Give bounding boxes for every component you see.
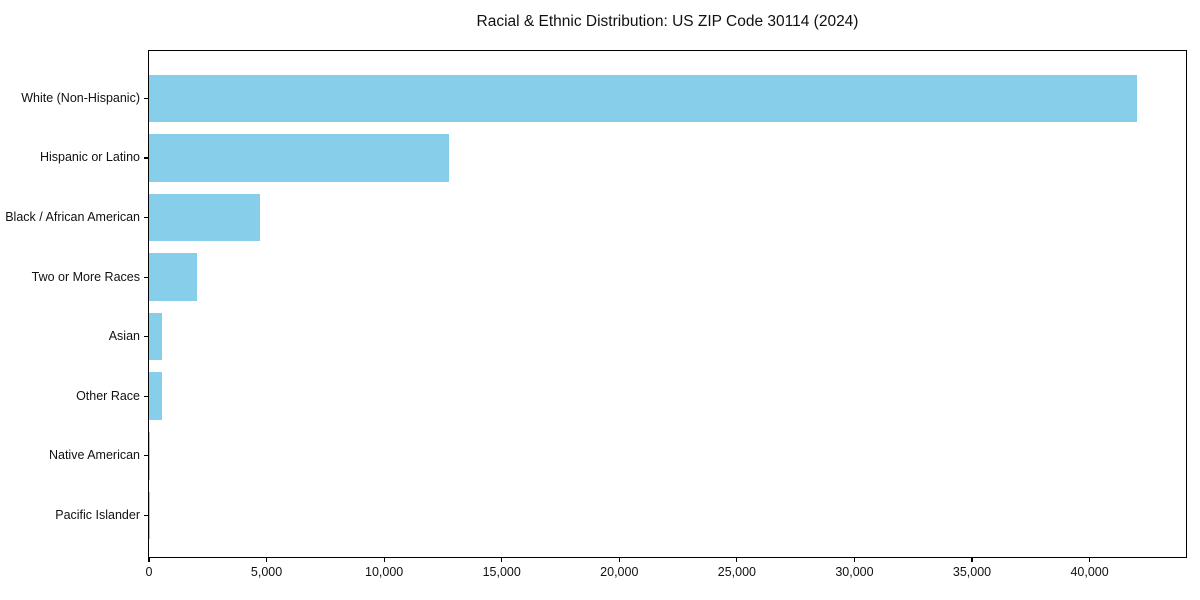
y-tick-mark (144, 276, 148, 278)
y-tick-label: Hispanic or Latino (39, 150, 140, 165)
y-tick-label: Two or More Races (31, 269, 140, 284)
y-tick-label: Native American (48, 448, 140, 463)
x-tick-mark (265, 558, 268, 562)
chart-title: Racial & Ethnic Distribution: US ZIP Cod… (476, 13, 859, 30)
y-tick-mark (144, 157, 148, 159)
bar-two-or-more-races (149, 253, 197, 301)
bar-black-african-american (149, 193, 260, 242)
bar-native-american (149, 432, 151, 480)
x-tick-label: 25,000 (717, 565, 756, 579)
bar-asian (149, 312, 163, 361)
x-tick-label: 10,000 (365, 565, 404, 579)
x-tick-label: 35,000 (952, 565, 992, 579)
bar-white-non-hispanic (149, 74, 1137, 123)
y-tick-label: White (Non-Hispanic) (21, 90, 140, 105)
y-tick-mark (144, 336, 148, 338)
bar-other-race (149, 372, 162, 421)
x-tick-label: 40,000 (1070, 565, 1109, 579)
y-tick-label: Black / African American (5, 210, 140, 225)
x-tick-label: 20,000 (600, 565, 639, 579)
x-tick-label: 15,000 (482, 565, 521, 579)
y-tick-mark (144, 514, 148, 516)
y-tick-label: Other Race (76, 388, 140, 403)
x-tick-mark (736, 558, 738, 562)
y-tick-mark (144, 216, 148, 219)
bar-hispanic-or-latino (149, 134, 449, 182)
x-tick-mark (1088, 558, 1091, 562)
x-tick-mark (383, 558, 385, 562)
plot-area (148, 50, 1187, 558)
y-tick-label: Pacific Islander (55, 507, 140, 522)
y-tick-label: Asian (108, 329, 140, 344)
x-tick-label: 0 (145, 565, 153, 579)
x-tick-mark (971, 558, 973, 562)
x-tick-mark (501, 558, 503, 562)
y-tick-mark (144, 97, 148, 99)
y-tick-mark (144, 395, 148, 397)
x-tick-mark (853, 558, 856, 562)
x-tick-mark (148, 558, 150, 562)
y-tick-mark (144, 455, 148, 457)
x-tick-mark (618, 558, 620, 562)
x-tick-label: 30,000 (835, 565, 874, 579)
x-tick-label: 5,000 (250, 565, 283, 579)
